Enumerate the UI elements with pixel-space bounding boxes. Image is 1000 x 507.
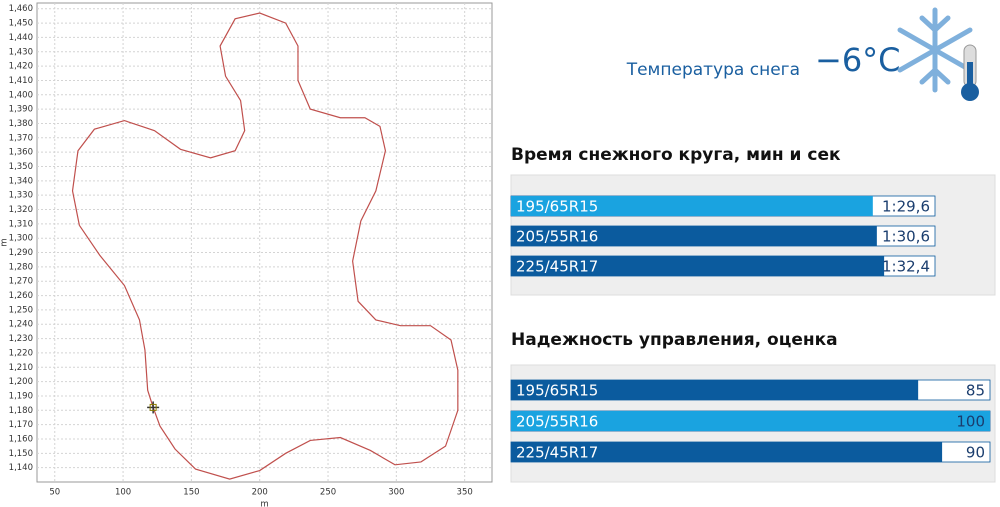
- y-tick-label: 1,290: [9, 248, 33, 258]
- y-tick-label: 1,280: [9, 262, 33, 272]
- category-label: 195/65R15: [516, 382, 598, 400]
- chart-title: Время снежного круга, мин и сек: [511, 145, 841, 165]
- y-tick-label: 1,330: [9, 191, 33, 201]
- x-tick-label: 300: [388, 488, 404, 498]
- category-label: 205/55R16: [516, 228, 598, 246]
- chart-title: Надежность управления, оценка: [511, 330, 838, 350]
- y-tick-label: 1,450: [9, 19, 33, 29]
- y-tick-label: 1,140: [9, 463, 33, 473]
- x-axis-label: m: [260, 500, 268, 507]
- y-tick-label: 1,270: [9, 277, 33, 287]
- y-tick-label: 1,240: [9, 320, 33, 330]
- position-marker: [147, 401, 160, 414]
- y-tick-label: 1,190: [9, 391, 33, 401]
- y-tick-label: 1,350: [9, 162, 33, 172]
- y-tick-label: 1,200: [9, 377, 33, 387]
- snowflake-icon: [897, 7, 973, 93]
- y-tick-label: 1,210: [9, 363, 33, 373]
- value-label: 1:32,4: [882, 258, 930, 276]
- y-tick-label: 1,150: [9, 449, 33, 459]
- temperature-label: Температура снега: [626, 60, 800, 80]
- y-tick-label: 1,320: [9, 205, 33, 215]
- temperature-value: −6°C: [815, 41, 901, 79]
- y-axis-label: m: [0, 238, 10, 246]
- y-tick-label: 1,390: [9, 105, 33, 115]
- plot-area: [36, 2, 493, 483]
- y-tick-label: 1,420: [9, 62, 33, 72]
- x-tick-label: 350: [457, 488, 473, 498]
- x-tick-label: 100: [115, 488, 131, 498]
- y-tick-label: 1,220: [9, 348, 33, 358]
- y-tick-label: 1,360: [9, 148, 33, 158]
- y-tick-label: 1,170: [9, 420, 33, 430]
- x-tick-label: 200: [252, 488, 268, 498]
- bar: [511, 256, 885, 276]
- thermometer-icon: [961, 44, 979, 101]
- y-tick-label: 1,370: [9, 133, 33, 143]
- category-label: 225/45R17: [516, 444, 598, 462]
- category-label: 205/55R16: [516, 413, 598, 431]
- y-tick-label: 1,300: [9, 234, 33, 244]
- category-label: 195/65R15: [516, 198, 598, 216]
- bar: [511, 196, 873, 216]
- value-label: 100: [956, 413, 985, 431]
- value-label: 1:30,6: [882, 228, 930, 246]
- y-tick-label: 1,250: [9, 305, 33, 315]
- y-tick-label: 1,410: [9, 76, 33, 86]
- track-line: [71, 12, 459, 480]
- x-tick-label: 250: [320, 488, 336, 498]
- bar: [511, 411, 990, 431]
- y-tick-label: 1,260: [9, 291, 33, 301]
- y-tick-label: 1,180: [9, 406, 33, 416]
- y-tick-label: 1,380: [9, 119, 33, 129]
- value-label: 85: [966, 382, 985, 400]
- x-tick-label: 150: [183, 488, 199, 498]
- bar: [511, 226, 877, 246]
- y-tick-label: 1,340: [9, 176, 33, 186]
- value-label: 1:29,6: [882, 198, 930, 216]
- y-tick-label: 1,230: [9, 334, 33, 344]
- category-label: 225/45R17: [516, 258, 598, 276]
- y-tick-label: 1,460: [9, 4, 33, 14]
- bar: [511, 442, 943, 462]
- value-label: 90: [966, 444, 985, 462]
- y-tick-label: 1,310: [9, 219, 33, 229]
- y-tick-label: 1,400: [9, 90, 33, 100]
- y-tick-label: 1,440: [9, 33, 33, 43]
- y-tick-label: 1,430: [9, 47, 33, 57]
- y-tick-label: 1,160: [9, 434, 33, 444]
- bar: [511, 380, 919, 400]
- marker-box: [149, 403, 157, 411]
- x-tick-label: 50: [49, 488, 60, 498]
